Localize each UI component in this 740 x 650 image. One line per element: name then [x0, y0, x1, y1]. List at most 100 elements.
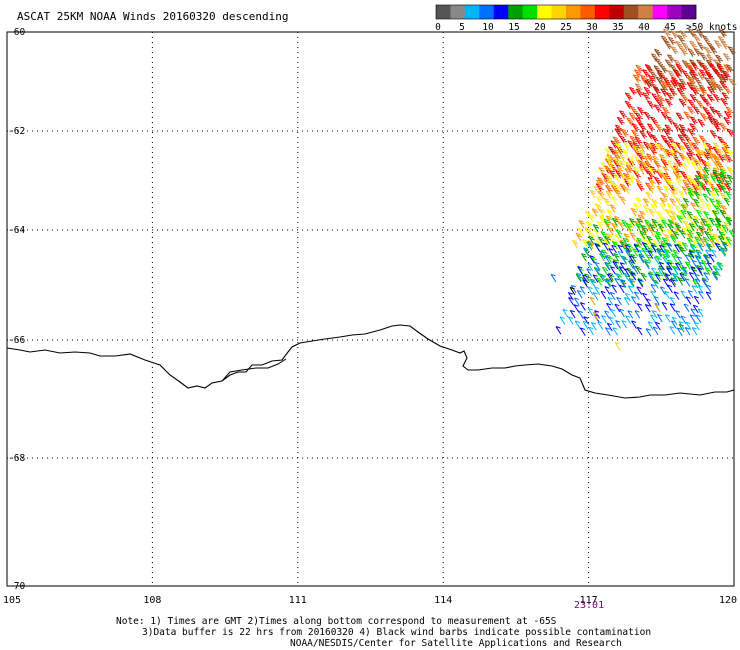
wind-barb — [689, 123, 698, 132]
wind-barb — [646, 170, 655, 179]
wind-barb — [638, 166, 646, 175]
wind-barb — [679, 230, 686, 239]
wind-barb — [638, 254, 645, 264]
wind-barb — [589, 296, 596, 306]
wind-barb — [709, 63, 717, 72]
wind-barb — [690, 178, 697, 188]
wind-barb — [588, 326, 594, 336]
wind-barb — [726, 148, 734, 158]
wind-barb — [695, 170, 704, 180]
wind-barb — [608, 162, 615, 172]
wind-barb — [608, 248, 615, 257]
wind-barb — [724, 154, 733, 163]
wind-barb — [579, 327, 586, 336]
legend-swatch — [638, 5, 653, 19]
wind-barb — [664, 98, 673, 107]
wind-barb — [652, 239, 660, 249]
wind-barb — [712, 167, 720, 176]
wind-barb — [609, 204, 617, 213]
wind-barb — [608, 146, 616, 155]
wind-barb — [604, 327, 611, 336]
wind-barb — [721, 224, 728, 233]
wind-barb — [604, 256, 611, 265]
wind-barb — [703, 46, 712, 55]
legend-swatch — [537, 5, 552, 19]
legend-tick-label: 20 — [534, 22, 546, 33]
wind-barb — [702, 254, 709, 263]
wind-barb — [660, 111, 669, 120]
wind-barb — [594, 310, 600, 319]
wind-barb — [713, 59, 722, 68]
wind-barb — [650, 244, 657, 253]
wind-barb — [570, 284, 577, 294]
wind-barb — [658, 226, 665, 235]
wind-barb — [698, 261, 705, 271]
wind-barb — [636, 152, 645, 161]
wind-barb — [600, 274, 607, 283]
wind-barb — [696, 166, 704, 175]
wind-barb — [650, 71, 658, 80]
wind-barb — [621, 256, 627, 265]
wind-barb — [612, 156, 620, 166]
wind-barb — [670, 79, 678, 89]
wind-barb — [702, 143, 710, 152]
wind-barb — [681, 70, 690, 79]
wind-barb — [648, 227, 655, 236]
wind-barb — [629, 135, 638, 145]
wind-barb — [690, 161, 698, 170]
wind-barb — [697, 42, 706, 51]
wind-barb — [700, 218, 708, 227]
wind-barb — [644, 160, 653, 170]
wind-barb — [705, 249, 711, 258]
wind-barb — [681, 42, 690, 51]
wind-barb — [636, 326, 643, 336]
wind-barb — [633, 69, 642, 78]
wind-barb — [666, 267, 672, 276]
wind-barb — [635, 197, 642, 206]
wind-barb — [629, 105, 638, 115]
wind-barb — [672, 69, 681, 78]
wind-barb — [694, 148, 702, 158]
wind-barb — [687, 191, 695, 201]
wind-barb — [605, 184, 613, 194]
wind-barb — [594, 243, 601, 253]
latitude-tick-label: -70 — [8, 581, 25, 592]
wind-barb — [646, 235, 653, 245]
wind-barb — [728, 229, 736, 239]
legend-tick-label: 5 — [459, 22, 465, 33]
wind-barb — [696, 242, 703, 251]
wind-barb — [656, 168, 663, 178]
wind-barb — [628, 112, 637, 121]
latitude-ticks: -60 -62 -64 -66 -68 -70 — [8, 27, 25, 592]
map-title: ASCAT 25KM NOAA Winds 20160320 descendin… — [17, 10, 289, 23]
wind-barb — [676, 256, 683, 265]
wind-barb — [681, 266, 688, 275]
wind-barb — [604, 286, 611, 295]
wind-barb — [646, 153, 654, 162]
wind-barb — [651, 198, 658, 208]
wind-barb — [669, 303, 676, 312]
wind-barb — [662, 128, 671, 137]
wind-barb — [660, 88, 669, 97]
legend-swatch — [652, 5, 668, 19]
plot-frame — [6, 31, 735, 587]
wind-barb — [638, 210, 646, 219]
wind-barb — [687, 99, 696, 108]
wind-barb — [655, 76, 664, 86]
wind-barb — [639, 143, 646, 153]
wind-barb — [718, 76, 727, 85]
wind-barb — [718, 177, 726, 187]
wind-barb — [636, 303, 643, 312]
wind-barb — [696, 59, 705, 68]
wind-barb — [655, 123, 664, 133]
wind-barb — [584, 227, 591, 236]
wind-barb — [613, 253, 620, 262]
wind-barb — [638, 123, 647, 132]
wind-barb — [603, 178, 610, 187]
wind-barb — [618, 160, 625, 169]
wind-barb — [573, 304, 580, 313]
wind-barb — [569, 286, 576, 296]
wind-barb — [667, 284, 673, 293]
wind-barb — [635, 223, 642, 232]
